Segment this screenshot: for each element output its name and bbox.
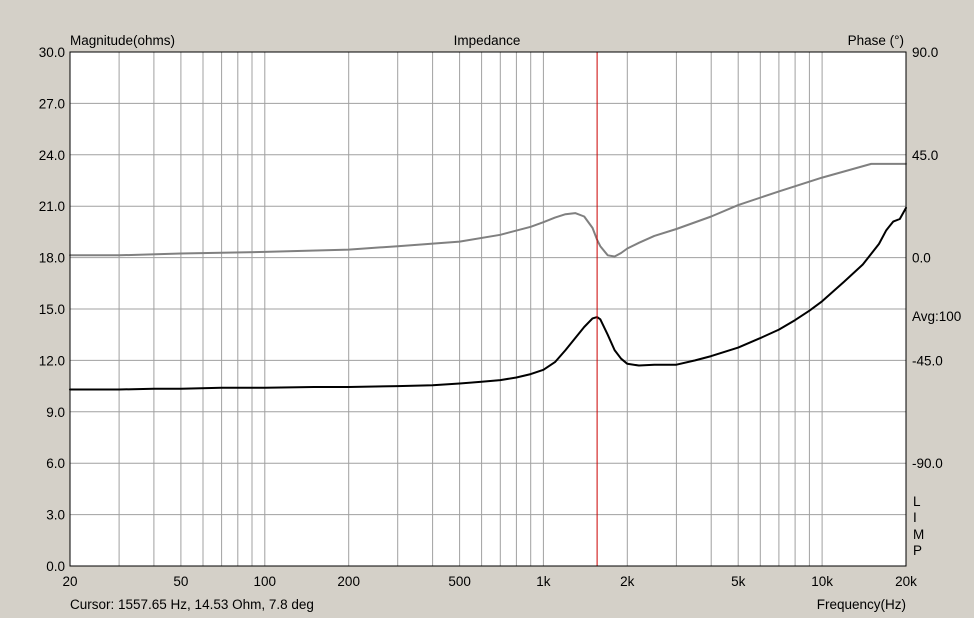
magnitude-tick-label: 12.0 — [39, 353, 65, 368]
limp-tag-m: M — [913, 527, 924, 542]
plot-frame — [69, 51, 907, 567]
magnitude-tick-label: 0.0 — [46, 559, 65, 574]
magnitude-tick-label: 18.0 — [39, 251, 65, 266]
magnitude-tick-label: 9.0 — [46, 405, 65, 420]
frequency-tick-label: 2k — [620, 574, 635, 589]
magnitude-tick-label: 30.0 — [39, 45, 65, 60]
magnitude-tick-label: 21.0 — [39, 199, 65, 214]
frequency-tick-label: 200 — [337, 574, 360, 589]
frequency-tick-label: 50 — [173, 574, 188, 589]
magnitude-curve — [69, 206, 907, 391]
phase-tick-label: 90.0 — [912, 45, 938, 60]
magnitude-axis-label: Magnitude(ohms) — [70, 33, 175, 48]
limp-tag-l: L — [913, 494, 921, 509]
frequency-tick-label: 5k — [731, 574, 746, 589]
cursor-readout: Cursor: 1557.65 Hz, 14.53 Ohm, 7.8 deg — [70, 597, 314, 612]
phase-curve — [69, 162, 907, 258]
frequency-tick-label: 1k — [536, 574, 551, 589]
frequency-axis-label: Frequency(Hz) — [817, 597, 906, 612]
limp-tag-i: I — [913, 510, 917, 525]
phase-axis-label: Phase (°) — [848, 33, 904, 48]
phase-tick-label: 0.0 — [912, 251, 931, 266]
frequency-tick-label: 20 — [62, 574, 77, 589]
frequency-tick-label: 10k — [811, 574, 833, 589]
frequency-tick-label: 500 — [448, 574, 471, 589]
limp-tag-p: P — [913, 543, 922, 558]
magnitude-tick-label: 27.0 — [39, 96, 65, 111]
magnitude-tick-label: 3.0 — [46, 508, 65, 523]
frequency-tick-label: 20k — [895, 574, 917, 589]
phase-tick-label: -45.0 — [912, 353, 943, 368]
frequency-tick-label: 100 — [254, 574, 277, 589]
magnitude-tick-label: 6.0 — [46, 456, 65, 471]
phase-tick-label: 45.0 — [912, 148, 938, 163]
magnitude-tick-label: 24.0 — [39, 148, 65, 163]
average-label: Avg:100 — [912, 309, 961, 324]
magnitude-tick-label: 15.0 — [39, 302, 65, 317]
chart-title: Impedance — [454, 33, 521, 48]
phase-tick-label: -90.0 — [912, 456, 943, 471]
